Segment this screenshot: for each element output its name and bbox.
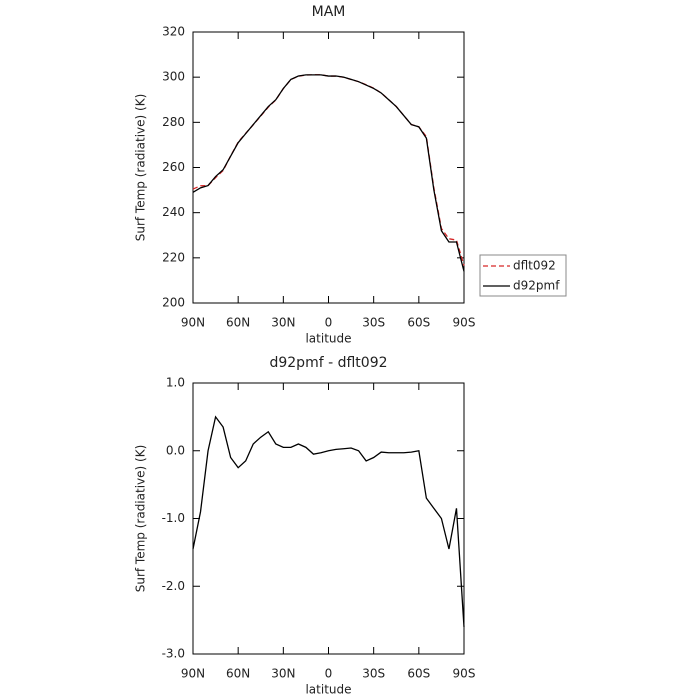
series-line bbox=[192, 74, 465, 272]
panel: d92pmf - dflt092 latitude Surf Temp (radia… bbox=[134, 355, 476, 697]
x-tick-label: 60S bbox=[407, 316, 430, 330]
x-tick-label: 60N bbox=[226, 316, 250, 330]
y-axis-label: Surf Temp (radiative) (K) bbox=[134, 445, 148, 593]
chart-title: MAM bbox=[312, 4, 346, 20]
x-tick-label: 90S bbox=[453, 316, 476, 330]
y-tick-label: 220 bbox=[162, 250, 185, 264]
x-tick-label: 90N bbox=[181, 667, 205, 681]
y-tick-label: 300 bbox=[162, 70, 185, 84]
x-axis-label: latitude bbox=[305, 683, 351, 697]
y-tick-label: 280 bbox=[162, 115, 185, 129]
y-axis-label: Surf Temp (radiative) (K) bbox=[134, 94, 148, 242]
y-tick-label: 1.0 bbox=[166, 376, 185, 390]
x-tick-label: 0 bbox=[325, 667, 333, 681]
x-tick-label: 30S bbox=[362, 667, 385, 681]
plot-frame bbox=[192, 382, 465, 655]
series-line bbox=[192, 415, 465, 627]
legend-label: d92pmf bbox=[513, 279, 560, 293]
y-tick-label: 200 bbox=[162, 296, 185, 310]
y-tick-label: 240 bbox=[162, 205, 185, 219]
y-tick-label: 260 bbox=[162, 160, 185, 174]
x-tick-label: 90S bbox=[453, 667, 476, 681]
x-tick-label: 30N bbox=[271, 667, 295, 681]
legend-label: dflt092 bbox=[513, 259, 556, 273]
x-tick-label: 90N bbox=[181, 316, 205, 330]
y-tick-label: 0.0 bbox=[166, 443, 185, 457]
panel: MAM latitude Surf Temp (radiative) (K) 90N 6… bbox=[134, 4, 567, 346]
x-tick-label: 30S bbox=[362, 316, 385, 330]
x-tick-label: 30N bbox=[271, 316, 295, 330]
series-line bbox=[192, 74, 465, 266]
chart-title: d92pmf - dflt092 bbox=[269, 355, 387, 371]
y-tick-label: 320 bbox=[162, 25, 185, 39]
y-tick-label: -2.0 bbox=[162, 579, 185, 593]
x-axis-label: latitude bbox=[305, 332, 351, 346]
legend-box bbox=[479, 254, 567, 297]
x-tick-label: 60S bbox=[407, 667, 430, 681]
x-tick-label: 0 bbox=[325, 316, 333, 330]
y-tick-label: -1.0 bbox=[162, 511, 185, 525]
y-tick-label: -3.0 bbox=[162, 647, 185, 661]
x-tick-label: 60N bbox=[226, 667, 250, 681]
plot-frame bbox=[192, 31, 465, 304]
